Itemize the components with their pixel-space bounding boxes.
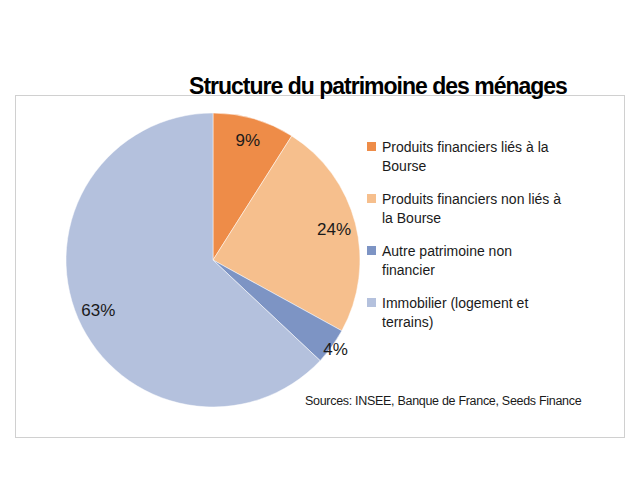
frame (16, 96, 625, 438)
legend-swatch (367, 246, 376, 255)
source: Sources: INSEE, Banque de France, Seeds … (305, 394, 582, 408)
legend-swatch (367, 194, 376, 203)
data-label: 4% (323, 340, 348, 359)
legend-swatch (367, 142, 376, 151)
slice (66, 113, 320, 407)
legend-label: Immobilier (logement etterrains) (382, 295, 528, 330)
chart: Structure du patrimoine des ménages 9% 24%… (0, 0, 640, 480)
slices (66, 113, 360, 407)
legend-swatch (367, 298, 376, 307)
legend-label: Produits financiers liés à laBourse (382, 139, 549, 174)
data-label: 24% (317, 220, 351, 239)
legend-label: Produits financiers non liés àla Bourse (382, 191, 561, 226)
data-label: 63% (81, 301, 115, 320)
data-label: 9% (236, 131, 261, 150)
title: Structure du patrimoine des ménages (189, 73, 567, 99)
legend-label: Autre patrimoine nonfinancier (382, 243, 512, 278)
